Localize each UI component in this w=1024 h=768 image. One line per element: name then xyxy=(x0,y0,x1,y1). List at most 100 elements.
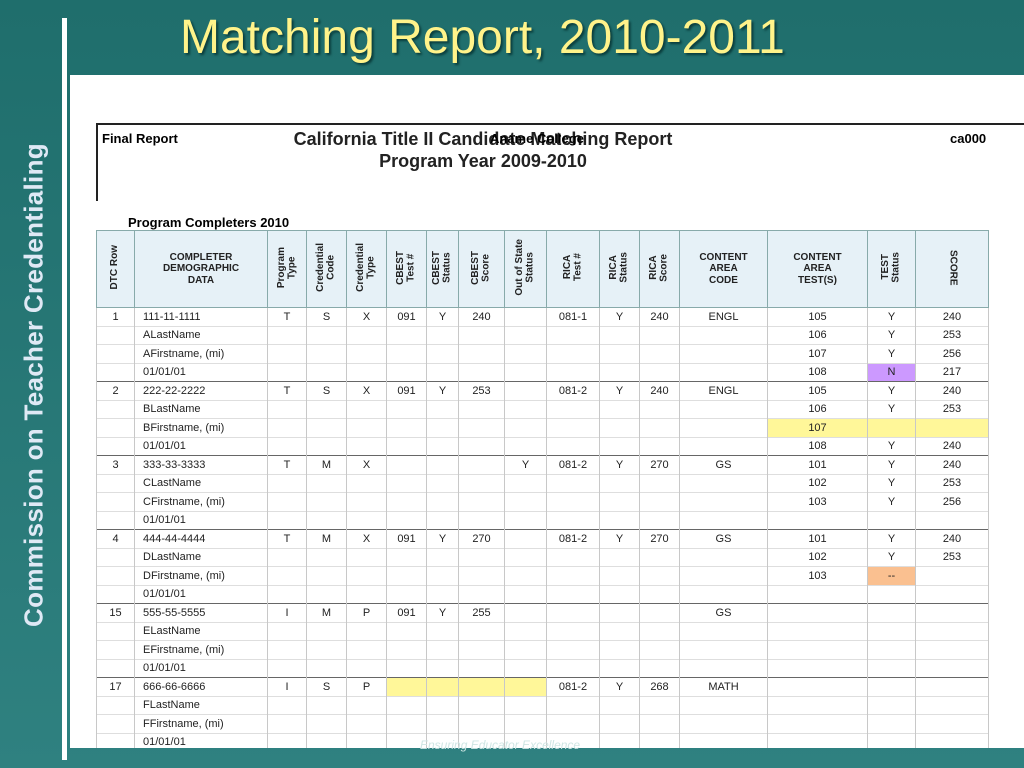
table-cell xyxy=(639,658,680,678)
table-cell xyxy=(386,325,427,345)
table-cell: Y xyxy=(867,492,916,511)
table-cell: 105 xyxy=(767,307,868,326)
table-row: 01/01/01 108 N 217 xyxy=(96,362,989,382)
table-cell xyxy=(504,344,547,363)
table-cell: T xyxy=(267,529,307,548)
table-cell xyxy=(504,677,547,696)
table-cell: X xyxy=(346,381,387,400)
table-cell: Y xyxy=(867,344,916,363)
table-cell: Y xyxy=(867,399,916,419)
table-cell: 270 xyxy=(639,529,680,548)
table-cell xyxy=(267,344,307,363)
divider-line xyxy=(62,18,67,760)
column-header: Out of State Status xyxy=(504,230,547,308)
table-cell xyxy=(546,547,600,567)
table-cell xyxy=(426,640,459,659)
table-cell xyxy=(546,473,600,493)
table-cell: P xyxy=(346,603,387,622)
column-header: CBEST Test # xyxy=(386,230,427,308)
table-cell xyxy=(504,381,547,400)
table-cell xyxy=(915,658,989,678)
table-cell: 091 xyxy=(386,307,427,326)
table-cell: 103 xyxy=(767,566,868,585)
table-cell xyxy=(639,399,680,419)
table-cell: 108 xyxy=(767,436,868,456)
table-cell xyxy=(867,695,916,715)
table-cell xyxy=(546,695,600,715)
table-cell xyxy=(96,418,135,437)
table-cell xyxy=(96,695,135,715)
table-cell: 15 xyxy=(96,603,135,622)
column-header: DTC Row xyxy=(96,230,135,308)
table-cell xyxy=(679,695,768,715)
table-cell xyxy=(599,344,640,363)
table-cell xyxy=(599,399,640,419)
table-cell: MATH xyxy=(679,677,768,696)
table-cell xyxy=(546,362,600,382)
table-cell: 091 xyxy=(386,603,427,622)
table-cell xyxy=(679,714,768,733)
table-cell xyxy=(267,658,307,678)
table-cell xyxy=(346,510,387,530)
table-cell xyxy=(767,658,868,678)
table-cell: CLastName xyxy=(134,473,268,493)
table-cell: Y xyxy=(867,455,916,474)
table-cell: Y xyxy=(504,455,547,474)
table-cell xyxy=(679,325,768,345)
table-cell xyxy=(267,418,307,437)
table-cell xyxy=(96,640,135,659)
table-cell xyxy=(915,640,989,659)
table-cell xyxy=(599,547,640,567)
matching-table: DTC Row COMPLETER DEMOGRAPHIC DATA Program… xyxy=(96,230,989,748)
table-cell: 107 xyxy=(767,344,868,363)
table-cell: CFirstname, (mi) xyxy=(134,492,268,511)
table-cell xyxy=(599,714,640,733)
table-cell xyxy=(267,732,307,748)
table-cell xyxy=(639,492,680,511)
table-cell xyxy=(346,566,387,585)
table-cell: 240 xyxy=(458,307,505,326)
table-cell xyxy=(426,621,459,641)
table-cell: S xyxy=(306,677,347,696)
table-cell: 555-55-5555 xyxy=(134,603,268,622)
table-cell: 106 xyxy=(767,399,868,419)
table-row: 01/01/01 108 Y 240 xyxy=(96,436,989,456)
table-cell xyxy=(867,658,916,678)
table-cell: 01/01/01 xyxy=(134,732,268,748)
table-cell xyxy=(639,695,680,715)
table-cell xyxy=(458,418,505,437)
column-header: CONTENT AREA TEST(S) xyxy=(767,230,868,308)
table-cell xyxy=(546,714,600,733)
table-cell xyxy=(679,547,768,567)
table-cell xyxy=(546,510,600,530)
table-cell xyxy=(346,344,387,363)
table-cell: 01/01/01 xyxy=(134,658,268,678)
table-cell xyxy=(426,510,459,530)
table-row: CFirstname, (mi) 103 Y 256 xyxy=(96,492,989,511)
table-cell xyxy=(504,566,547,585)
table-cell xyxy=(546,399,600,419)
table-cell xyxy=(96,325,135,345)
college-name: Aname College xyxy=(490,131,584,146)
table-row: 2 222-22-2222 T S X 091 Y 253 081-2 Y 240 ENGL 105 Y 2… xyxy=(96,381,989,400)
table-cell xyxy=(386,399,427,419)
table-cell xyxy=(426,677,459,696)
table-row: 15 555-55-5555 I M P 091 Y 255 GS xyxy=(96,603,989,622)
table-cell xyxy=(504,399,547,419)
table-cell xyxy=(867,418,916,437)
table-cell xyxy=(386,640,427,659)
table-cell xyxy=(639,547,680,567)
table-cell xyxy=(504,695,547,715)
table-cell: Y xyxy=(867,547,916,567)
table-cell: 2 xyxy=(96,381,135,400)
table-cell xyxy=(546,436,600,456)
table-cell xyxy=(458,658,505,678)
table-cell xyxy=(346,436,387,456)
table-cell: 081-2 xyxy=(546,677,600,696)
table-cell: 091 xyxy=(386,381,427,400)
table-cell xyxy=(458,510,505,530)
table-cell xyxy=(426,584,459,604)
table-row: BLastName 106 Y 253 xyxy=(96,399,989,419)
table-cell xyxy=(458,473,505,493)
table-cell xyxy=(599,695,640,715)
